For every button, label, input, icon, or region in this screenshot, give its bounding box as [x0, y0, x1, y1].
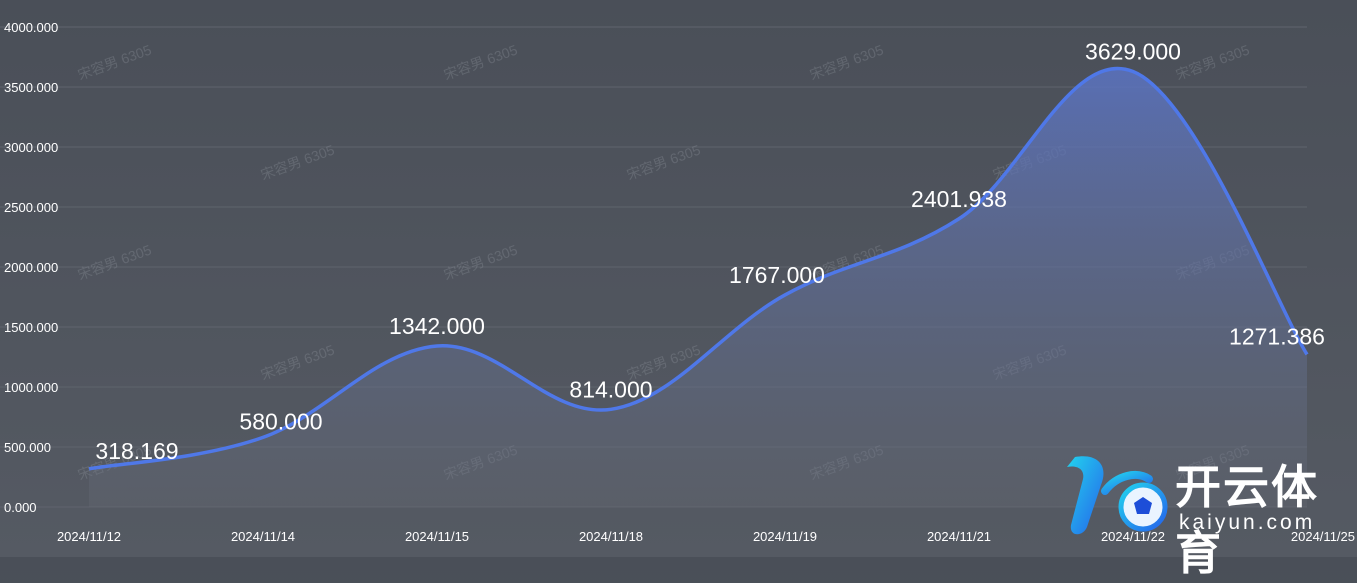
data-labels: 318.169 580.000 1342.000 814.000 1767.000 240… — [95, 39, 1325, 464]
y-tick-label: 500.000 — [4, 440, 51, 455]
watermark-text: 宋容男 6305 — [442, 41, 520, 82]
x-tick-label: 2024/11/18 — [579, 529, 643, 544]
y-tick-label: 3500.000 — [4, 80, 58, 95]
data-label: 2401.938 — [911, 186, 1007, 212]
watermark-text: 宋容男 6305 — [808, 41, 886, 82]
data-label: 1271.386 — [1229, 323, 1325, 349]
watermark-text: 宋容男 6305 — [442, 241, 520, 282]
series-line — [88, 67, 1309, 471]
data-label: 1342.000 — [389, 313, 485, 339]
watermark-text: 宋容男 6305 — [76, 41, 154, 82]
logo-url: kaiyun.com — [1179, 511, 1316, 534]
y-axis: 0.000 500.000 1000.000 1500.000 2000.000 2500… — [4, 20, 58, 515]
y-tick-label: 4000.000 — [4, 20, 58, 35]
data-label: 318.169 — [95, 438, 178, 464]
watermark-text: 宋容男 6305 — [259, 141, 337, 182]
kaiyun-logo: 开云体育 kaiyun.com — [1057, 445, 1347, 580]
y-tick-label: 0.000 — [4, 500, 37, 515]
x-tick-label: 2024/11/14 — [231, 529, 295, 544]
data-label: 3629.000 — [1085, 39, 1181, 65]
logo-name: 开云体育 — [1175, 460, 1319, 580]
x-tick-label: 2024/11/12 — [57, 529, 121, 544]
series-area — [89, 68, 1307, 507]
y-tick-label: 1500.000 — [4, 320, 58, 335]
logo-mark-icon — [1067, 456, 1168, 535]
x-axis: 2024/11/12 2024/11/14 2024/11/15 2024/11/18… — [57, 529, 1355, 544]
x-tick-label: 2024/11/21 — [927, 529, 991, 544]
watermark-text: 宋容男 6305 — [625, 141, 703, 182]
area-chart: 宋容男 6305 宋容男 6305 宋容男 6305 宋容男 6305 宋容男 6305… — [0, 20, 1355, 544]
y-tick-label: 2000.000 — [4, 260, 58, 275]
watermark-text: 宋容男 6305 — [1174, 41, 1252, 82]
x-tick-label: 2024/11/19 — [753, 529, 817, 544]
data-label: 814.000 — [569, 376, 652, 402]
x-tick-label: 2024/11/22 — [1101, 529, 1165, 544]
x-tick-label: 2024/11/15 — [405, 529, 469, 544]
watermark-text: 宋容男 6305 — [76, 241, 154, 282]
y-tick-label: 3000.000 — [4, 140, 58, 155]
y-tick-label: 2500.000 — [4, 200, 58, 215]
data-label: 580.000 — [239, 408, 322, 434]
y-tick-label: 1000.000 — [4, 380, 58, 395]
watermark-text: 宋容男 6305 — [259, 341, 337, 382]
grid-lines — [0, 26, 1307, 508]
data-label: 1767.000 — [729, 262, 825, 288]
x-tick-label: 2024/11/25 — [1291, 529, 1355, 544]
